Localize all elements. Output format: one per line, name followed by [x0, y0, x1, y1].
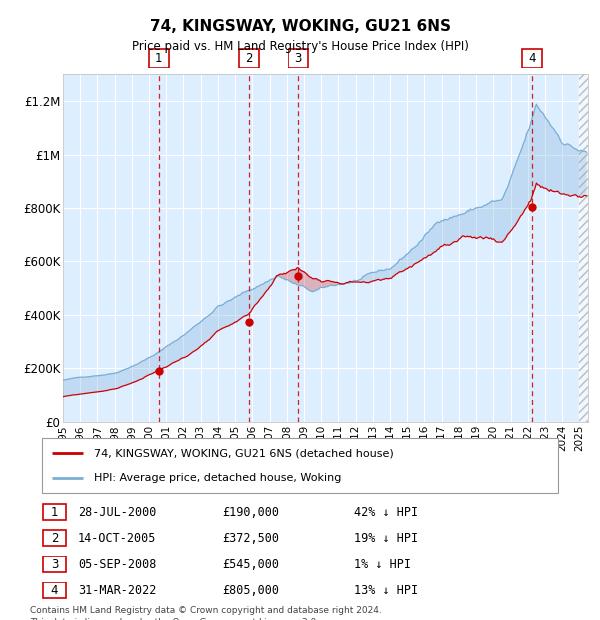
- FancyBboxPatch shape: [288, 49, 308, 68]
- FancyBboxPatch shape: [43, 556, 67, 572]
- Text: 4: 4: [51, 584, 58, 596]
- Text: 13% ↓ HPI: 13% ↓ HPI: [354, 584, 418, 596]
- Text: 4: 4: [529, 52, 536, 64]
- Text: £805,000: £805,000: [222, 584, 279, 596]
- Text: 31-MAR-2022: 31-MAR-2022: [78, 584, 157, 596]
- Text: 42% ↓ HPI: 42% ↓ HPI: [354, 506, 418, 518]
- Text: 19% ↓ HPI: 19% ↓ HPI: [354, 532, 418, 544]
- FancyBboxPatch shape: [43, 582, 67, 598]
- Text: 74, KINGSWAY, WOKING, GU21 6NS (detached house): 74, KINGSWAY, WOKING, GU21 6NS (detached…: [94, 448, 394, 458]
- FancyBboxPatch shape: [42, 438, 558, 493]
- FancyBboxPatch shape: [43, 504, 67, 520]
- Text: Contains HM Land Registry data © Crown copyright and database right 2024.
This d: Contains HM Land Registry data © Crown c…: [30, 606, 382, 620]
- Text: 3: 3: [51, 558, 58, 570]
- Text: 1: 1: [51, 506, 58, 518]
- Text: 14-OCT-2005: 14-OCT-2005: [78, 532, 157, 544]
- Text: 05-SEP-2008: 05-SEP-2008: [78, 558, 157, 570]
- Text: 74, KINGSWAY, WOKING, GU21 6NS: 74, KINGSWAY, WOKING, GU21 6NS: [149, 19, 451, 34]
- Text: 1% ↓ HPI: 1% ↓ HPI: [354, 558, 411, 570]
- Text: 3: 3: [295, 52, 302, 64]
- Text: HPI: Average price, detached house, Woking: HPI: Average price, detached house, Woki…: [94, 473, 341, 483]
- Text: 2: 2: [51, 532, 58, 544]
- Text: Price paid vs. HM Land Registry's House Price Index (HPI): Price paid vs. HM Land Registry's House …: [131, 40, 469, 53]
- FancyBboxPatch shape: [43, 530, 67, 546]
- FancyBboxPatch shape: [239, 49, 259, 68]
- Text: 1: 1: [155, 52, 163, 64]
- Text: £372,500: £372,500: [222, 532, 279, 544]
- Text: £190,000: £190,000: [222, 506, 279, 518]
- Text: 2: 2: [245, 52, 253, 64]
- Text: £545,000: £545,000: [222, 558, 279, 570]
- Text: 28-JUL-2000: 28-JUL-2000: [78, 506, 157, 518]
- FancyBboxPatch shape: [149, 49, 169, 68]
- FancyBboxPatch shape: [522, 49, 542, 68]
